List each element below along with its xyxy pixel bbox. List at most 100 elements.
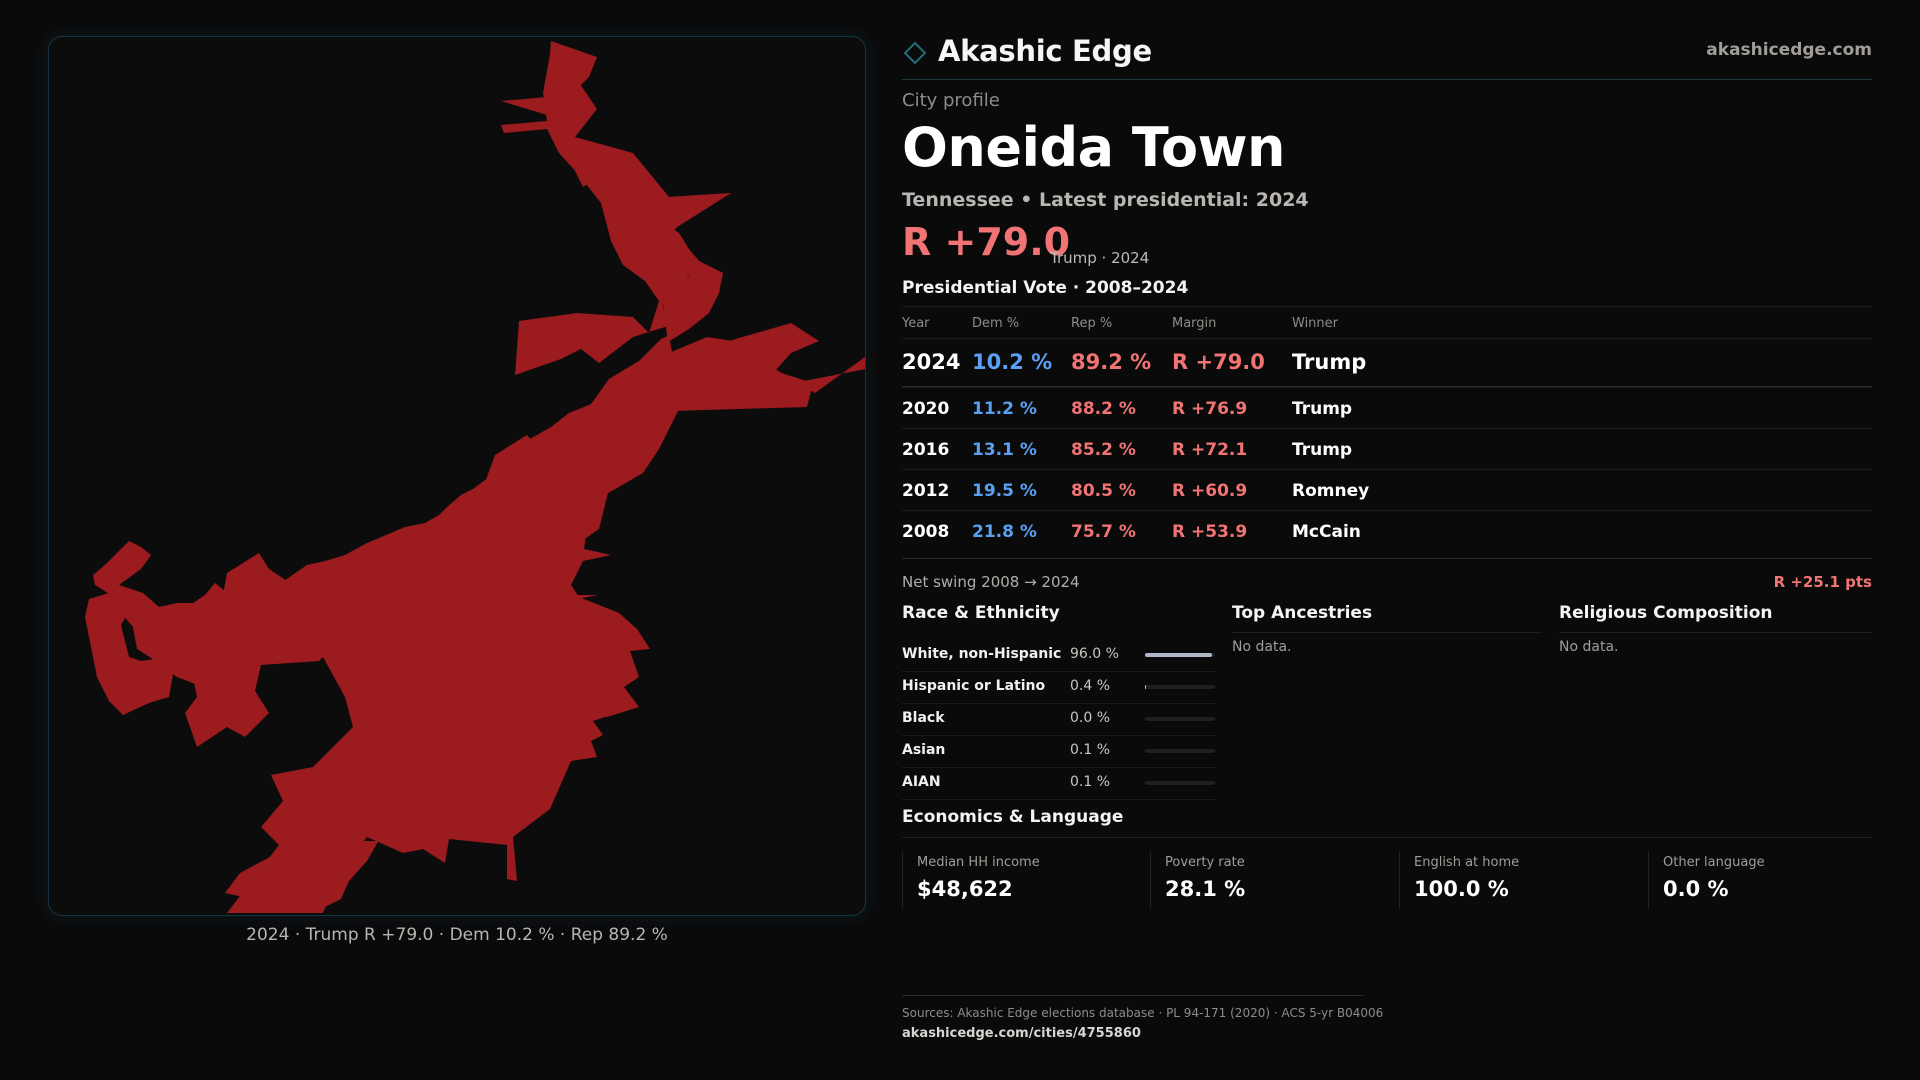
vote-table-header: Year Dem % Rep % Margin Winner <box>902 306 1872 338</box>
col-rep: Rep % <box>1071 316 1113 331</box>
latest-margin-note: Trump · 2024 <box>1050 249 1150 267</box>
row-winner: Romney <box>1292 481 1370 501</box>
page-kicker: City profile <box>902 90 1000 111</box>
row-rep: 85.2 % <box>1071 440 1136 460</box>
divider <box>1232 632 1542 633</box>
row-rep: 88.2 % <box>1071 399 1136 419</box>
stat-value: 0.0 % <box>1663 877 1729 901</box>
race-heading: Race & Ethnicity <box>902 603 1060 623</box>
table-row: 2012 19.5 % 80.5 % R +60.9 Romney <box>902 469 1872 510</box>
list-item: AIAN 0.1 % <box>902 768 1216 800</box>
site-link[interactable]: akashicedge.com <box>1706 40 1872 60</box>
row-year: 2024 <box>902 350 961 374</box>
economics-heading: Economics & Language <box>902 807 1124 827</box>
latest-margin: R +79.0 <box>902 220 1071 264</box>
race-label: Hispanic or Latino <box>902 678 1046 694</box>
table-row: 2016 13.1 % 85.2 % R +72.1 Trump <box>902 428 1872 469</box>
row-winner: McCain <box>1292 522 1361 542</box>
race-value: 0.4 % <box>1070 678 1111 694</box>
col-dem: Dem % <box>972 316 1020 331</box>
diamond-logo-icon <box>904 42 926 64</box>
table-row: 2024 10.2 % 89.2 % R +79.0 Trump <box>902 338 1872 387</box>
race-value: 0.1 % <box>1070 742 1111 758</box>
net-swing-label: Net swing 2008 → 2024 <box>902 573 1080 591</box>
header: Akashic Edge akashicedge.com <box>902 30 1872 80</box>
divider <box>902 995 1364 996</box>
race-bar <box>1145 749 1215 753</box>
stat-other-language: Other language 0.0 % <box>1648 851 1872 909</box>
race-bar <box>1145 685 1215 689</box>
row-year: 2012 <box>902 481 950 501</box>
row-margin: R +60.9 <box>1172 481 1248 501</box>
race-value: 0.0 % <box>1070 710 1111 726</box>
col-year: Year <box>902 316 930 331</box>
stat-label: Median HH income <box>917 855 1040 870</box>
row-margin: R +53.9 <box>1172 522 1248 542</box>
divider <box>1559 632 1872 633</box>
table-row: 2008 21.8 % 75.7 % R +53.9 McCain <box>902 510 1872 551</box>
row-winner: Trump <box>1292 440 1353 460</box>
net-swing-value: R +25.1 pts <box>1773 573 1872 591</box>
list-item: Asian 0.1 % <box>902 736 1216 768</box>
city-boundary-map <box>48 36 866 916</box>
list-item: Black 0.0 % <box>902 704 1216 736</box>
row-year: 2008 <box>902 522 950 542</box>
race-label: AIAN <box>902 774 941 790</box>
divider <box>902 558 1872 559</box>
stat-label: English at home <box>1414 855 1520 870</box>
race-label: Black <box>902 710 945 726</box>
row-winner: Trump <box>1292 350 1367 374</box>
col-margin: Margin <box>1172 316 1217 331</box>
race-value: 96.0 % <box>1070 646 1119 662</box>
sources-note: Sources: Akashic Edge elections database… <box>902 1006 1384 1020</box>
col-winner: Winner <box>1292 316 1339 331</box>
stat-poverty-rate: Poverty rate 28.1 % <box>1150 851 1398 909</box>
row-dem: 19.5 % <box>972 481 1037 501</box>
stat-english-at-home: English at home 100.0 % <box>1399 851 1647 909</box>
race-bar <box>1145 717 1215 721</box>
stat-median-income: Median HH income $48,622 <box>902 851 1150 909</box>
row-rep: 89.2 % <box>1071 350 1152 374</box>
stat-value: 28.1 % <box>1165 877 1246 901</box>
row-year: 2020 <box>902 399 950 419</box>
row-rep: 80.5 % <box>1071 481 1136 501</box>
row-margin: R +76.9 <box>1172 399 1248 419</box>
race-bar <box>1145 653 1215 657</box>
row-dem: 13.1 % <box>972 440 1037 460</box>
row-rep: 75.7 % <box>1071 522 1136 542</box>
religion-heading: Religious Composition <box>1559 603 1773 623</box>
stat-value: $48,622 <box>917 877 1013 901</box>
state-subline: Tennessee • Latest presidential: 2024 <box>902 189 1309 211</box>
list-item: Hispanic or Latino 0.4 % <box>902 672 1216 704</box>
vote-table: Year Dem % Rep % Margin Winner 2024 10.2… <box>902 306 1872 551</box>
race-bar <box>1145 781 1215 785</box>
ancestries-empty: No data. <box>1232 639 1292 655</box>
row-dem: 11.2 % <box>972 399 1037 419</box>
stat-label: Other language <box>1663 855 1765 870</box>
race-bar-fill <box>1145 653 1213 657</box>
row-year: 2016 <box>902 440 950 460</box>
page-url-link[interactable]: akashicedge.com/cities/4755860 <box>902 1026 1141 1041</box>
row-dem: 10.2 % <box>972 350 1053 374</box>
map-caption: 2024 · Trump R +79.0 · Dem 10.2 % · Rep … <box>246 925 668 945</box>
row-winner: Trump <box>1292 399 1353 419</box>
table-row: 2020 11.2 % 88.2 % R +76.9 Trump <box>902 387 1872 428</box>
list-item: White, non-Hispanic 96.0 % <box>902 640 1216 672</box>
page-title: Oneida Town <box>902 116 1285 179</box>
brand-name: Akashic Edge <box>938 34 1152 68</box>
race-value: 0.1 % <box>1070 774 1111 790</box>
city-profile-panel: Akashic Edge akashicedge.com City profil… <box>902 0 1872 1080</box>
city-shape-svg <box>85 41 865 913</box>
city-boundary-shape-main <box>85 43 819 913</box>
divider <box>902 837 1872 838</box>
economics-stats: Median HH income $48,622 Poverty rate 28… <box>902 851 1872 909</box>
row-dem: 21.8 % <box>972 522 1037 542</box>
stat-value: 100.0 % <box>1414 877 1509 901</box>
stat-label: Poverty rate <box>1165 855 1245 870</box>
row-margin: R +79.0 <box>1172 350 1265 374</box>
religion-empty: No data. <box>1559 639 1619 655</box>
ancestries-heading: Top Ancestries <box>1232 603 1373 623</box>
vote-heading: Presidential Vote · 2008–2024 <box>902 278 1189 298</box>
race-label: Asian <box>902 742 946 758</box>
race-list: White, non-Hispanic 96.0 % Hispanic or L… <box>902 640 1216 800</box>
